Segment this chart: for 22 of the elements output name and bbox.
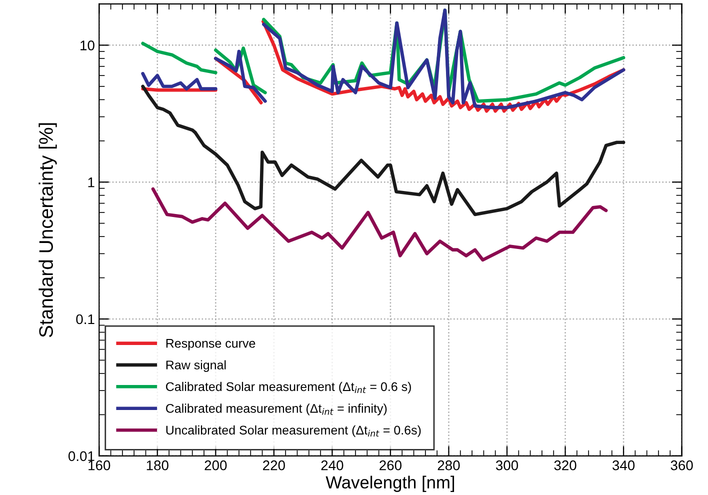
legend-label: Response curve — [166, 339, 256, 350]
x-tick-label: 240 — [321, 460, 344, 470]
legend-label: Uncalibrated Solar measurement (Δt$_{int}$ = 0.6s) — [166, 425, 421, 438]
x-tick-label: 360 — [670, 460, 693, 470]
legend-label: Raw signal — [166, 360, 226, 372]
x-tick-label: 320 — [554, 460, 576, 470]
x-tick-label: 300 — [496, 460, 518, 470]
x-tick-label: 160 — [88, 460, 110, 470]
x-tick-label: 340 — [612, 460, 635, 470]
x-tick-label: 180 — [146, 460, 168, 470]
legend-label: Calibrated Solar measurement (Δt$_{int}$ = 0.6 s) — [166, 382, 411, 394]
y-tick-label: 1 — [88, 178, 94, 188]
legend-label: Calibrated measurement (Δt$_{int}$ = infinity) — [166, 404, 387, 416]
x-tick-label: 220 — [263, 460, 285, 470]
y-tick-label: 0.01 — [68, 451, 94, 462]
x-tick-label: 260 — [380, 460, 402, 470]
y-axis-title: Standard Uncertainty [%] — [38, 123, 57, 338]
x-tick-label: 200 — [204, 460, 227, 470]
x-axis-title: Wavelength [nm] — [326, 476, 454, 492]
y-tick-label: 0.1 — [76, 314, 94, 324]
y-tick-label: 10 — [80, 40, 94, 50]
x-tick-label: 280 — [438, 460, 460, 470]
